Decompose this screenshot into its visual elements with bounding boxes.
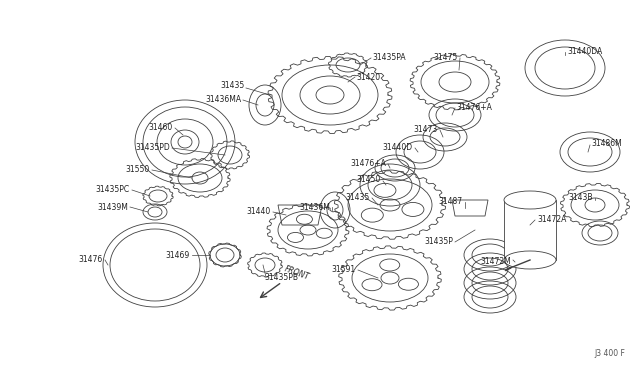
Text: 31435PB: 31435PB <box>264 273 298 282</box>
Text: 31475: 31475 <box>434 52 458 61</box>
Text: 31476+A: 31476+A <box>350 158 386 167</box>
Text: 31472A: 31472A <box>537 215 566 224</box>
Text: 31440DA: 31440DA <box>567 46 602 55</box>
Text: 31435PA: 31435PA <box>372 52 406 61</box>
Polygon shape <box>278 205 322 225</box>
Text: 31435: 31435 <box>346 192 370 202</box>
Text: 31436M: 31436M <box>299 202 330 212</box>
Text: 31440: 31440 <box>247 208 271 217</box>
Text: J3 400 F: J3 400 F <box>594 349 625 358</box>
Text: 31487: 31487 <box>439 196 463 205</box>
Text: 31486M: 31486M <box>591 140 621 148</box>
Text: 31450: 31450 <box>356 176 381 185</box>
Text: 31472M: 31472M <box>480 257 511 266</box>
Text: 31435P: 31435P <box>424 237 453 246</box>
Text: 31436MA: 31436MA <box>206 96 242 105</box>
Text: 31591: 31591 <box>332 266 356 275</box>
Ellipse shape <box>504 191 556 209</box>
Text: 31440D: 31440D <box>383 142 413 151</box>
Text: 31476+A: 31476+A <box>456 103 492 112</box>
Ellipse shape <box>103 223 207 307</box>
Text: 31476: 31476 <box>79 256 103 264</box>
Text: 31439M: 31439M <box>97 202 128 212</box>
Text: 31435PC: 31435PC <box>96 186 130 195</box>
Text: FRONT: FRONT <box>283 264 310 282</box>
Ellipse shape <box>504 251 556 269</box>
Ellipse shape <box>210 244 240 266</box>
Text: 31420: 31420 <box>356 73 380 81</box>
FancyBboxPatch shape <box>504 200 556 260</box>
Text: 31473: 31473 <box>413 125 438 134</box>
Text: 31550: 31550 <box>125 166 150 174</box>
Text: 3143B: 3143B <box>568 192 593 202</box>
Ellipse shape <box>135 100 235 184</box>
Text: 31435: 31435 <box>221 81 245 90</box>
Text: 31460: 31460 <box>148 122 173 131</box>
Ellipse shape <box>525 40 605 96</box>
Text: 31469: 31469 <box>166 250 190 260</box>
Text: 31435PD: 31435PD <box>135 144 170 153</box>
Polygon shape <box>452 200 488 216</box>
